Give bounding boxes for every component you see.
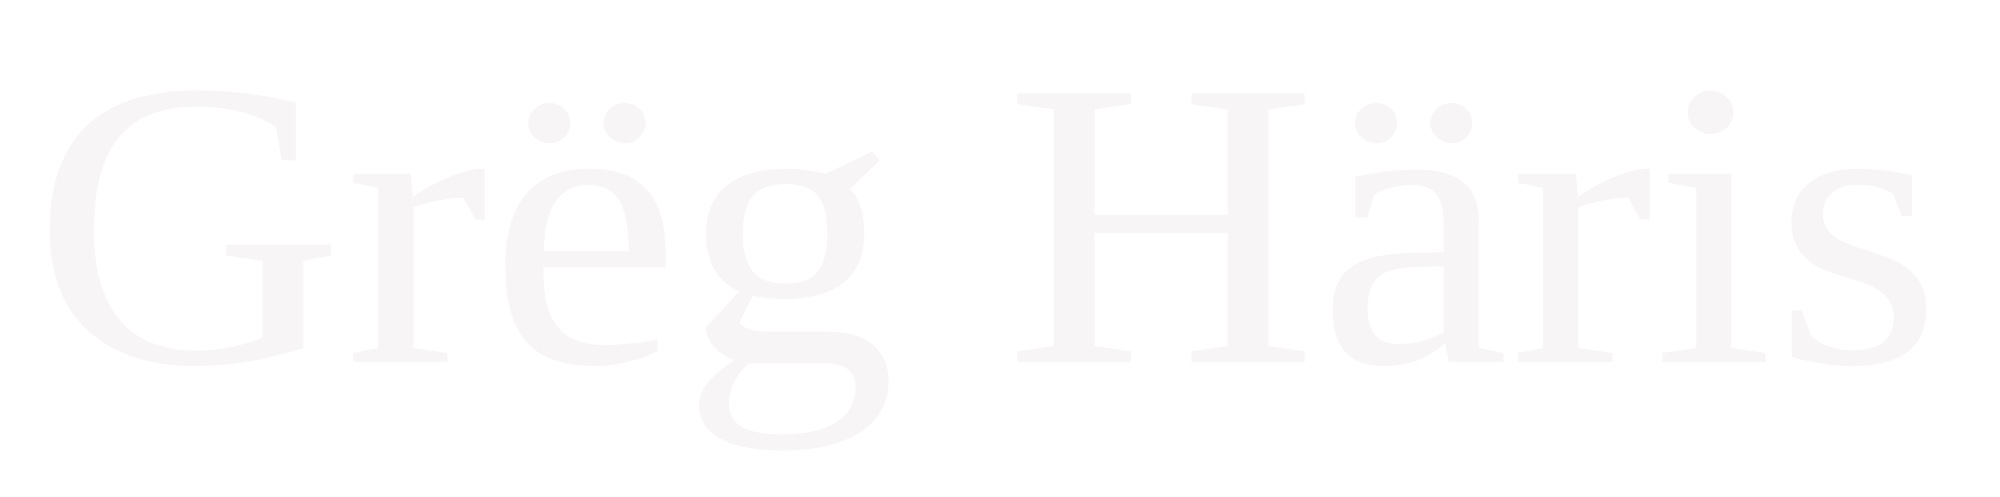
logo-text: Grëg Häris xyxy=(32,0,1942,452)
